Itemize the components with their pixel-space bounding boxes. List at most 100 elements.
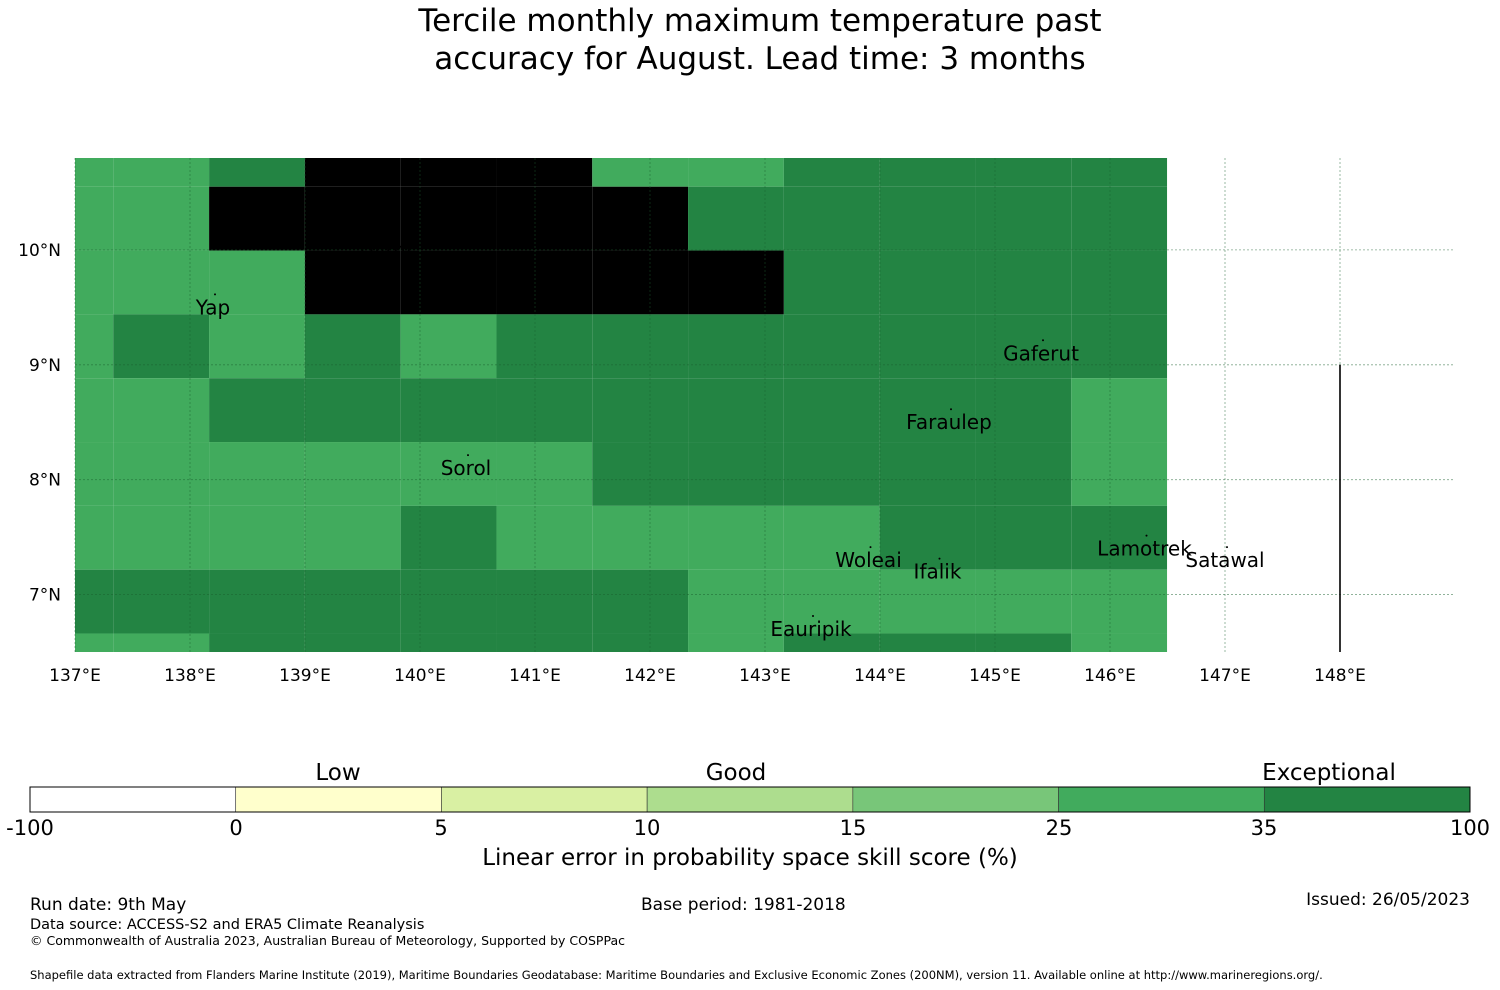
grid-cell (975, 186, 1072, 251)
grid-cell (113, 158, 210, 187)
island-marker (1226, 546, 1228, 549)
grid-cell (496, 250, 593, 315)
grid-cell (75, 442, 114, 506)
map-title: Tercile monthly maximum temperature past… (0, 2, 1500, 78)
data-source: Data source: ACCESS-S2 and ERA5 Climate … (30, 917, 425, 933)
grid-cell (496, 633, 593, 652)
grid-cell (688, 250, 784, 315)
place-label: Satawal (1185, 548, 1264, 572)
grid-cell (209, 505, 305, 570)
place-label: Ifalik (914, 560, 962, 584)
grid-cell (783, 186, 880, 251)
grid-cell (592, 505, 689, 570)
grid-cell (113, 633, 210, 652)
colorbar-tick: 100 (1449, 816, 1491, 840)
island-marker (1145, 534, 1148, 537)
lat-tick-label: 10°N (18, 241, 61, 261)
grid-cell (688, 505, 784, 570)
island-marker (812, 615, 814, 618)
grid-cell (400, 505, 497, 570)
grid-cell (783, 442, 880, 506)
lon-tick-label: 148°E (1314, 666, 1366, 686)
grid-cell (975, 633, 1072, 652)
grid-cell (592, 378, 689, 443)
grid-cell (879, 378, 976, 443)
grid-cell (879, 314, 976, 379)
grid-cell (113, 314, 210, 379)
colorbar-tick: 5 (434, 816, 448, 840)
grid-cell (75, 505, 114, 570)
grid-cell (975, 442, 1072, 506)
grid-cell (783, 505, 880, 570)
grid-cell (975, 314, 1072, 379)
grid-cell (688, 633, 784, 652)
grid-cell (688, 569, 784, 634)
skill-grid (75, 158, 1168, 652)
grid-cell (496, 158, 593, 187)
colorbar-swatch (852, 786, 1059, 813)
grid-cell (304, 569, 401, 634)
grid-cell (879, 442, 976, 506)
grid-cell (688, 442, 784, 506)
grid-cell (496, 314, 593, 379)
grid-cell (400, 314, 497, 379)
grid-cell (1071, 314, 1168, 379)
issued-date: Issued: 26/05/2023 (1306, 890, 1470, 910)
grid-cell (209, 378, 305, 443)
grid-cell (209, 314, 305, 379)
grid-cell (400, 378, 497, 443)
title-line-1: Tercile monthly maximum temperature past (418, 3, 1102, 39)
grid-cell (783, 569, 880, 634)
grid-cell (975, 505, 1072, 570)
title-line-2: accuracy for August. Lead time: 3 months (434, 41, 1086, 77)
island-marker (478, 258, 481, 261)
colorbar-swatch (1263, 786, 1471, 813)
grid-cell (879, 186, 976, 251)
grid-cell (592, 569, 689, 634)
category-low: Low (315, 760, 361, 786)
grid-cell (1071, 250, 1168, 315)
grid-cell (304, 378, 401, 443)
grid-cell (304, 186, 401, 251)
grid-cell (592, 314, 689, 379)
colorbar-swatch (646, 786, 854, 813)
island-marker (950, 408, 952, 411)
grid-cell (496, 569, 593, 634)
lon-tick-label: 143°E (739, 666, 791, 686)
grid-cell (879, 505, 976, 570)
grid-cell (304, 250, 401, 315)
lat-tick-label: 7°N (29, 586, 61, 606)
lon-tick-label: 138°E (164, 666, 216, 686)
grid-cell (592, 250, 689, 315)
grid-cell (400, 633, 497, 652)
grid-cell (113, 378, 210, 443)
grid-cell (688, 378, 784, 443)
grid-cell (209, 250, 305, 315)
colorbar-swatch (1058, 786, 1265, 813)
grid-cell (304, 158, 401, 187)
island-marker (386, 235, 389, 238)
colorbar (29, 786, 1471, 813)
grid-cell (879, 633, 976, 652)
colorbar-label: Linear error in probability space skill … (482, 845, 1018, 871)
shapefile-credit: Shapefile data extracted from Flanders M… (30, 968, 1323, 982)
colorbar-tick: -100 (6, 816, 54, 840)
grid-cell (400, 442, 497, 506)
grid-cell (304, 442, 401, 506)
grid-cell (1071, 158, 1168, 187)
grid-cell (75, 250, 114, 315)
grid-cell (400, 158, 497, 187)
colorbar-tick: 0 (229, 816, 243, 840)
colorbar-swatch (235, 786, 442, 813)
category-good: Good (705, 760, 767, 786)
grid-cell (783, 158, 880, 187)
lon-tick-label: 147°E (1199, 666, 1251, 686)
grid-cell (1071, 442, 1168, 506)
grid-cell (975, 158, 1072, 187)
grid-cell (209, 569, 305, 634)
island-marker (214, 293, 216, 296)
grid-cell (209, 186, 305, 251)
island-marker (869, 546, 872, 549)
lon-tick-label: 142°E (624, 666, 676, 686)
